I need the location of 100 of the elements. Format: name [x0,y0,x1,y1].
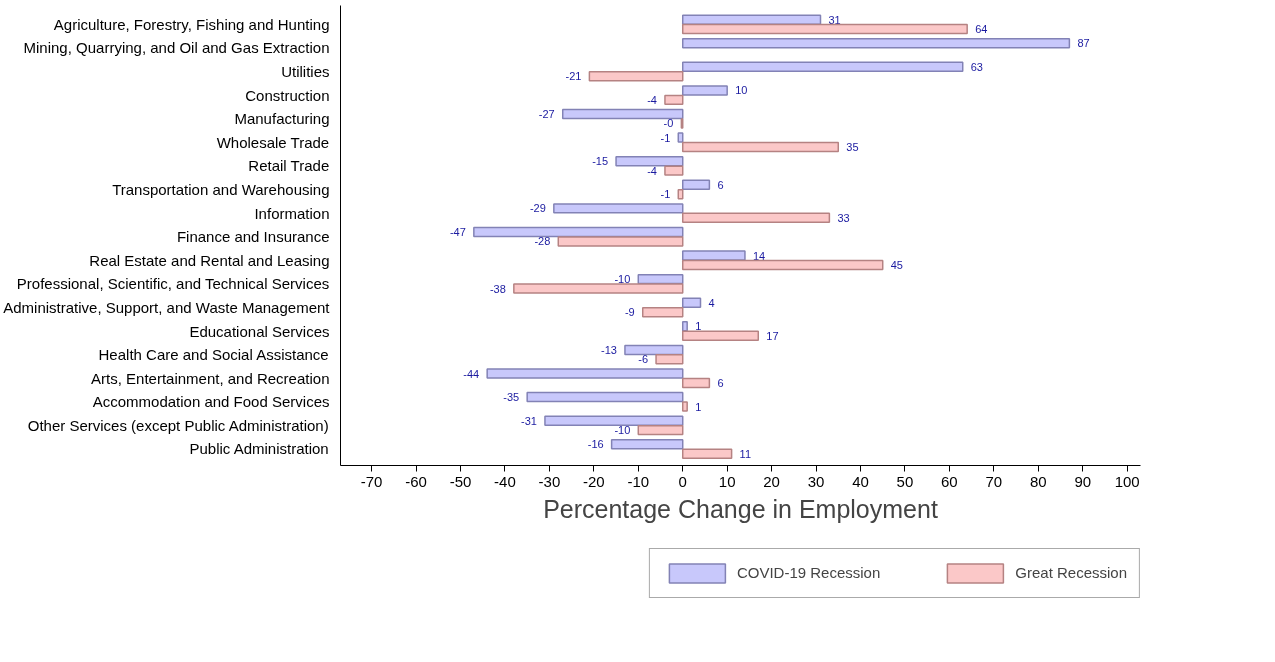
data-label: 14 [752,249,766,262]
y-tick-label: Utilities [281,63,330,81]
y-tick-label: Agriculture, Forestry, Fishing and Hunting [53,15,330,33]
data-label: -10 [614,273,631,286]
bar [664,165,684,176]
bar [681,250,746,261]
data-label: -16 [587,438,604,451]
x-axis-title: Percentage Change in Employment [543,494,938,523]
bar [681,141,840,153]
bar [681,377,711,389]
bar [681,321,688,332]
bar [544,415,684,426]
bar [655,354,684,365]
data-label: 6 [717,376,724,389]
bar [513,283,684,294]
x-tick-label: 80 [1029,472,1047,490]
data-label: -38 [489,282,506,295]
x-tick-label: -70 [360,472,383,490]
data-label: 63 [970,60,983,73]
x-tick-label: 90 [1074,472,1092,490]
data-label: -44 [463,367,480,380]
y-tick-label: Educational Services [189,322,330,340]
data-label: -27 [538,108,555,121]
bar [557,236,684,247]
y-tick-label: Information [254,204,330,222]
y-tick-label: Arts, Entertainment, and Recreation [91,369,330,387]
data-label: 87 [1077,37,1090,50]
data-label: 1 [695,320,702,333]
bar [561,108,684,120]
x-tick-label: -10 [627,472,650,490]
x-tick-label: -40 [494,472,516,490]
bar [677,132,684,143]
y-tick-label: Real Estate and Rental and Leasing [89,251,330,269]
bar [553,203,684,214]
x-tick-label: 10 [718,472,736,490]
y-tick-label: Professional, Scientific, and Technical Services [16,275,330,293]
bar [486,368,684,379]
bar [681,61,964,73]
x-tick-label: -50 [449,472,472,490]
bar [681,85,728,96]
y-tick-label: Other Services (except Public Administration) [27,416,329,434]
y-tick-label: Mining, Quarrying, and Oil and Gas Extraction [23,39,330,57]
bar [681,448,733,459]
data-label: -6 [638,353,649,366]
x-tick-label: 30 [807,472,825,490]
data-label: -21 [565,70,582,83]
bar [681,259,884,271]
x-tick-label: 40 [852,472,869,490]
data-label: 35 [846,141,859,154]
data-label: 31 [828,13,841,26]
x-tick-label: -30 [538,472,561,490]
bar [681,23,968,35]
bar [615,155,684,167]
x-tick-label: -20 [582,472,605,490]
data-label: -1 [660,131,671,144]
data-label: 17 [766,329,779,342]
data-label: -0 [663,117,674,130]
legend-label: Great Recession [1015,564,1127,581]
bar [681,14,822,25]
data-label: 11 [739,447,752,460]
bar [681,297,702,308]
x-tick-label: -60 [405,472,427,490]
data-label: 10 [735,84,748,97]
data-label: -31 [521,414,537,427]
bar [681,401,688,412]
y-tick-label: Transportation and Warehousing [112,181,330,198]
data-label: 33 [837,211,850,224]
x-tick-label: 60 [941,472,958,490]
y-tick-label: Construction [245,86,330,104]
data-label: -47 [449,225,466,238]
bar [588,71,684,82]
y-tick-label: Public Administration [189,440,329,458]
y-tick-label: Administrative, Support, and Waste Management [3,298,331,316]
data-label: -1 [660,188,671,201]
data-label: 64 [975,23,988,36]
x-tick-label: 20 [763,472,780,490]
data-label: -4 [647,164,657,177]
bar [473,226,684,238]
bar [681,38,1071,49]
y-tick-label: Accommodation and Food Services [92,393,330,411]
data-label: 4 [708,296,715,309]
data-label: -10 [614,424,631,437]
y-tick-label: Finance and Insurance [176,228,330,246]
data-label: 1 [695,400,702,413]
bar [664,94,684,106]
data-label: -13 [601,343,617,356]
bar [610,439,684,450]
bar [681,179,711,191]
data-label: -35 [503,391,520,404]
data-label: -29 [529,202,546,215]
x-tick-label: 50 [896,472,914,490]
bar [681,330,760,341]
y-tick-label: Health Care and Social Assistance [98,346,329,364]
x-tick-label: 100 [1114,472,1140,490]
legend-label: COVID-19 Recession [736,564,881,581]
bar [637,424,684,436]
bar [624,344,684,356]
data-label: 45 [890,258,903,271]
y-tick-label: Manufacturing [234,110,330,128]
data-label: -4 [647,93,657,106]
